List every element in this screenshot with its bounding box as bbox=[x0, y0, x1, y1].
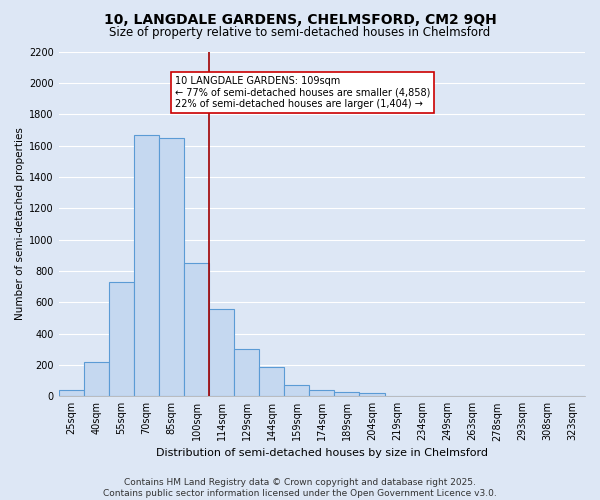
Bar bbox=[134, 134, 159, 396]
Bar bbox=[234, 350, 259, 397]
Bar bbox=[359, 393, 385, 396]
X-axis label: Distribution of semi-detached houses by size in Chelmsford: Distribution of semi-detached houses by … bbox=[156, 448, 488, 458]
Text: Size of property relative to semi-detached houses in Chelmsford: Size of property relative to semi-detach… bbox=[109, 26, 491, 39]
Bar bbox=[209, 308, 234, 396]
Bar bbox=[284, 386, 310, 396]
Text: Contains HM Land Registry data © Crown copyright and database right 2025.
Contai: Contains HM Land Registry data © Crown c… bbox=[103, 478, 497, 498]
Bar bbox=[334, 392, 359, 396]
Bar bbox=[109, 282, 134, 397]
Bar bbox=[184, 263, 209, 396]
Bar bbox=[84, 362, 109, 396]
Bar bbox=[59, 390, 84, 396]
Bar bbox=[159, 138, 184, 396]
Bar bbox=[310, 390, 334, 396]
Text: 10, LANGDALE GARDENS, CHELMSFORD, CM2 9QH: 10, LANGDALE GARDENS, CHELMSFORD, CM2 9Q… bbox=[104, 12, 496, 26]
Text: 10 LANGDALE GARDENS: 109sqm
← 77% of semi-detached houses are smaller (4,858)
22: 10 LANGDALE GARDENS: 109sqm ← 77% of sem… bbox=[175, 76, 430, 109]
Y-axis label: Number of semi-detached properties: Number of semi-detached properties bbox=[15, 128, 25, 320]
Bar bbox=[259, 368, 284, 396]
